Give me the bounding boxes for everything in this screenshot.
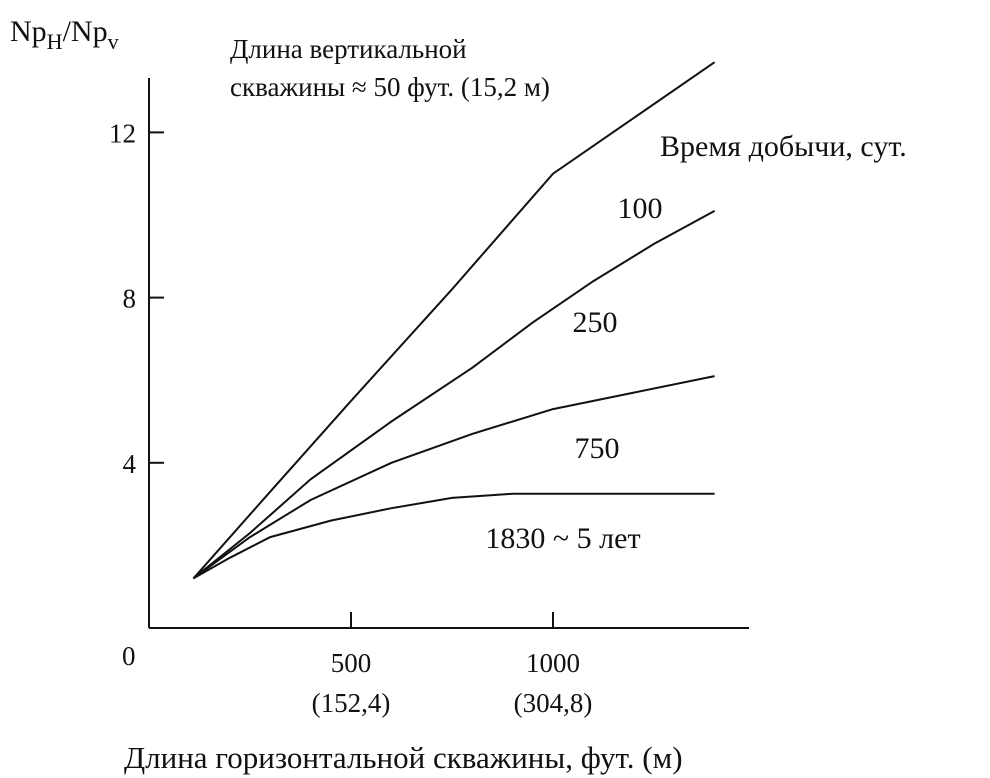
series-line: [192, 61, 716, 580]
series-labels: 100 250 750 1830 ~ 5 лет: [485, 192, 662, 555]
y-axis-label: NpH/Npv: [10, 15, 119, 54]
y-axis-label-text: NpH/Npv: [10, 15, 119, 54]
series-label: 100: [618, 192, 663, 225]
series-label: 250: [573, 306, 618, 339]
series-line: [192, 492, 715, 580]
note-line-2: скважины ≈ 50 фут. (15,2 м): [230, 72, 550, 102]
series-lines: [192, 61, 716, 580]
x-tick-label: 500: [331, 648, 372, 678]
y-axis-label-part: H: [47, 29, 63, 54]
series-label: 1830 ~ 5 лет: [485, 522, 640, 555]
y-tick-label: 12: [109, 118, 136, 148]
x-tick-sublabel: (152,4): [312, 688, 391, 718]
axes: [148, 78, 749, 629]
x-axis-label: Длина горизонтальной скважины, фут. (м): [124, 740, 683, 775]
x-tick-sublabel: (304,8): [514, 688, 593, 718]
note-line-1: Длина вертикальной: [230, 34, 467, 64]
ticks: 4 8 12 500 (152,4) 1000 (304,8): [109, 118, 592, 718]
y-tick-label: 8: [123, 284, 137, 314]
x-tick-label: 1000: [526, 648, 580, 678]
y-tick-label: 4: [123, 449, 137, 479]
y-axis-label-part: /Np: [63, 15, 108, 48]
series-line: [192, 210, 716, 580]
legend-title: Время добычи, сут.: [660, 130, 907, 163]
series-label: 750: [575, 432, 620, 465]
y-axis-label-part: Np: [10, 15, 47, 48]
origin-label: 0: [122, 641, 136, 671]
series-line: [192, 375, 715, 580]
y-axis-label-part: v: [108, 29, 119, 54]
